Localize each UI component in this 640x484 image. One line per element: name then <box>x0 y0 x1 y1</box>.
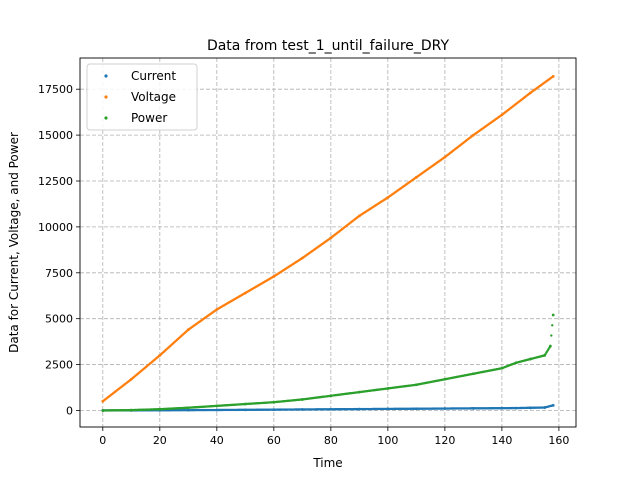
data-point <box>215 308 219 311</box>
y-tick-label: 2500 <box>45 359 73 372</box>
data-point <box>243 291 247 295</box>
data-point <box>414 175 418 179</box>
data-point <box>357 214 361 218</box>
axis-ticks: 0 20 40 60 80 100 120 140 160 0 2500 5000 7500 10000 1… <box>38 83 569 447</box>
data-point <box>514 361 518 365</box>
x-tick-label: 160 <box>548 434 569 447</box>
data-point <box>443 377 447 381</box>
x-tick-label: 60 <box>267 434 281 447</box>
y-tick-label: 12500 <box>38 175 73 188</box>
data-point <box>528 406 532 410</box>
data-point <box>414 407 418 411</box>
y-axis-label: Data for Current, Voltage, and Power <box>7 132 21 353</box>
series-voltage-points <box>101 74 555 403</box>
data-point <box>471 133 475 137</box>
x-tick-label: 80 <box>324 434 338 447</box>
x-tick-label: 20 <box>153 434 167 447</box>
data-point <box>551 313 555 317</box>
x-axis-label: Time <box>312 456 342 470</box>
y-tick-label: 10000 <box>38 221 73 234</box>
y-tick-label: 7500 <box>45 267 73 280</box>
plot-frame <box>79 57 577 428</box>
data-point <box>329 407 333 411</box>
y-tick-label: 5000 <box>45 313 73 326</box>
y-tick-label: 0 <box>66 404 73 417</box>
y-tick-label: 17500 <box>38 83 73 96</box>
legend-label: Voltage <box>131 90 176 104</box>
data-point <box>528 357 532 361</box>
data-point <box>186 408 190 412</box>
data-point <box>300 408 304 411</box>
data-point <box>443 407 447 410</box>
legend-marker <box>104 116 108 120</box>
x-tick-label: 100 <box>377 434 398 447</box>
data-point <box>272 400 276 404</box>
x-tick-label: 140 <box>491 434 512 447</box>
series-power-points <box>101 313 555 412</box>
data-point <box>551 74 555 78</box>
data-point <box>272 408 276 412</box>
data-point <box>528 91 532 95</box>
chart-title: Data from test_1_until_failure_DRY <box>207 38 450 54</box>
legend: Current Voltage Power <box>86 63 198 131</box>
x-tick-label: 40 <box>210 434 224 447</box>
data-point <box>443 155 447 159</box>
data-point <box>386 387 390 390</box>
x-tick-label: 0 <box>99 434 106 447</box>
data-point <box>471 372 475 376</box>
data-point <box>550 334 553 337</box>
data-point <box>543 354 547 357</box>
data-point <box>215 408 219 412</box>
data-point <box>329 236 333 240</box>
data-point <box>548 344 552 348</box>
legend-label: Current <box>131 69 176 83</box>
data-point <box>129 408 133 412</box>
data-point <box>471 406 475 410</box>
data-point <box>129 377 133 381</box>
data-point <box>101 399 105 403</box>
legend-box <box>86 63 198 131</box>
y-tick-label: 15000 <box>38 129 73 142</box>
legend-label: Power <box>131 111 167 125</box>
data-points <box>101 74 555 412</box>
data-point <box>101 409 105 412</box>
data-point <box>272 275 276 278</box>
data-point <box>386 196 390 199</box>
data-point <box>158 354 162 357</box>
data-point <box>500 366 504 370</box>
data-point <box>543 406 547 409</box>
legend-marker <box>104 74 108 78</box>
data-point <box>215 404 219 408</box>
data-point <box>386 407 390 411</box>
data-point <box>300 398 304 401</box>
data-point <box>243 402 247 406</box>
legend-marker <box>104 95 108 99</box>
data-point <box>357 390 361 394</box>
data-point <box>300 256 304 260</box>
data-point <box>357 407 361 411</box>
data-point <box>514 406 518 410</box>
data-point <box>329 394 333 398</box>
data-point <box>500 113 504 117</box>
x-tick-label: 120 <box>434 434 455 447</box>
data-point <box>551 324 554 327</box>
data-point <box>243 408 247 412</box>
data-point <box>551 403 555 407</box>
data-point <box>414 383 418 387</box>
data-point <box>186 406 190 410</box>
data-point <box>500 406 504 410</box>
data-point <box>158 407 162 411</box>
data-point <box>186 328 190 332</box>
